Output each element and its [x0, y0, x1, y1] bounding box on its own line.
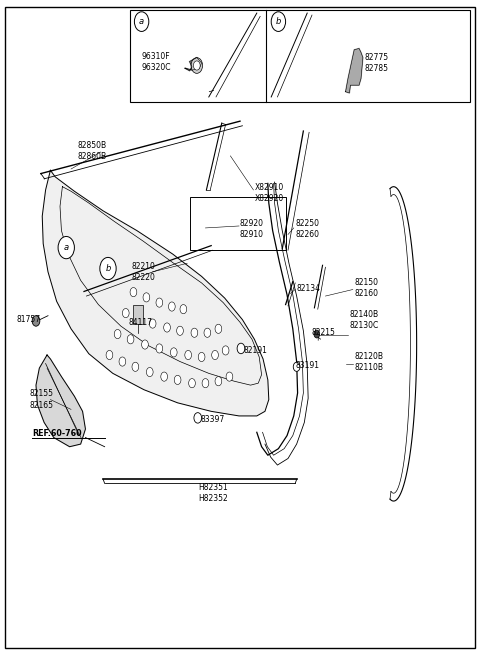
- Text: b: b: [276, 17, 281, 26]
- Text: 82155
82165: 82155 82165: [30, 390, 54, 409]
- Circle shape: [293, 362, 300, 371]
- Text: 82191: 82191: [244, 346, 268, 355]
- Circle shape: [106, 350, 113, 360]
- Circle shape: [226, 372, 233, 381]
- Polygon shape: [346, 48, 363, 93]
- Circle shape: [114, 329, 121, 339]
- Circle shape: [122, 309, 129, 318]
- Circle shape: [174, 375, 181, 384]
- Text: b: b: [105, 264, 111, 273]
- Circle shape: [32, 316, 40, 326]
- Circle shape: [143, 293, 150, 302]
- Circle shape: [156, 298, 163, 307]
- Circle shape: [222, 346, 229, 355]
- Polygon shape: [36, 355, 85, 447]
- Circle shape: [142, 340, 148, 349]
- Text: 82210
82220: 82210 82220: [132, 262, 156, 282]
- Text: 82920
82910: 82920 82910: [240, 219, 264, 239]
- Circle shape: [130, 288, 137, 297]
- Circle shape: [271, 12, 286, 31]
- Circle shape: [161, 372, 168, 381]
- Circle shape: [164, 323, 170, 332]
- Circle shape: [212, 350, 218, 360]
- Text: a: a: [64, 243, 69, 252]
- Circle shape: [170, 348, 177, 357]
- Text: 81757: 81757: [17, 315, 41, 324]
- Circle shape: [215, 324, 222, 333]
- Circle shape: [132, 362, 139, 371]
- Text: 84117: 84117: [129, 318, 153, 327]
- Polygon shape: [42, 170, 269, 416]
- Bar: [133, 305, 143, 324]
- Circle shape: [58, 236, 74, 259]
- Circle shape: [168, 302, 175, 311]
- Text: a: a: [139, 17, 144, 26]
- Circle shape: [189, 379, 195, 388]
- Circle shape: [194, 413, 202, 423]
- Text: 82140B
82130C: 82140B 82130C: [349, 310, 379, 329]
- Circle shape: [100, 257, 116, 280]
- Text: 82215: 82215: [311, 328, 335, 337]
- Circle shape: [191, 328, 198, 337]
- Bar: [130, 10, 470, 102]
- Circle shape: [185, 350, 192, 360]
- Circle shape: [119, 357, 126, 366]
- Circle shape: [314, 330, 320, 338]
- Text: 82134: 82134: [297, 284, 321, 293]
- Circle shape: [198, 352, 205, 362]
- Circle shape: [134, 12, 149, 31]
- Text: 83191: 83191: [295, 361, 319, 370]
- Circle shape: [215, 377, 222, 386]
- Text: 82850B
82860B: 82850B 82860B: [78, 141, 107, 160]
- Circle shape: [191, 58, 203, 73]
- Circle shape: [135, 314, 142, 323]
- Text: 96310F
96320C: 96310F 96320C: [142, 52, 171, 72]
- Circle shape: [180, 305, 187, 314]
- Text: 82150
82160: 82150 82160: [354, 278, 378, 298]
- Circle shape: [127, 335, 134, 344]
- Text: 82775
82785: 82775 82785: [365, 53, 389, 73]
- Text: 83397: 83397: [201, 415, 225, 424]
- Circle shape: [193, 61, 200, 70]
- Text: H82351
H82352: H82351 H82352: [198, 483, 228, 502]
- Circle shape: [146, 367, 153, 377]
- Text: 82250
82260: 82250 82260: [295, 219, 319, 239]
- Polygon shape: [185, 58, 202, 71]
- Circle shape: [204, 328, 211, 337]
- Circle shape: [202, 379, 209, 388]
- Text: 82120B
82110B: 82120B 82110B: [354, 352, 383, 371]
- Circle shape: [237, 343, 245, 354]
- Bar: [190, 196, 286, 250]
- Circle shape: [177, 326, 183, 335]
- Text: REF.60-760: REF.60-760: [33, 429, 82, 438]
- Circle shape: [156, 344, 163, 353]
- Text: X82910
X82920: X82910 X82920: [254, 183, 284, 202]
- Circle shape: [149, 319, 156, 328]
